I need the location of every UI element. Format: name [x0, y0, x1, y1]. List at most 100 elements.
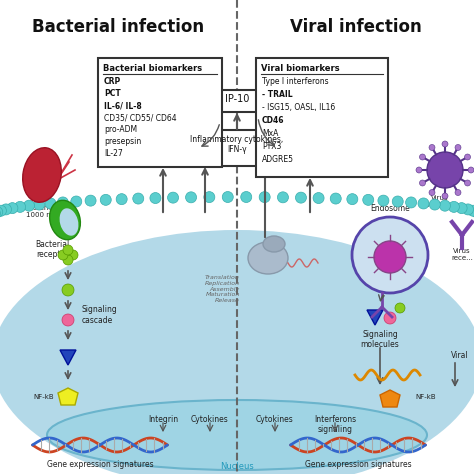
Circle shape [467, 205, 474, 216]
Text: ADGRE5: ADGRE5 [262, 155, 294, 164]
Circle shape [62, 284, 74, 296]
Circle shape [0, 207, 3, 218]
Text: Bacterial
receptor: Bacterial receptor [35, 240, 69, 259]
Text: Gene expression signatures: Gene expression signatures [305, 460, 411, 469]
Circle shape [330, 193, 341, 204]
Circle shape [378, 195, 389, 206]
Ellipse shape [248, 242, 288, 274]
FancyBboxPatch shape [191, 130, 285, 166]
Text: Virus
20-300 nm: Virus 20-300 nm [421, 195, 459, 208]
Text: Signaling
cascade: Signaling cascade [82, 305, 118, 325]
Text: Viral infection: Viral infection [290, 18, 422, 36]
Circle shape [455, 145, 461, 150]
Circle shape [427, 152, 463, 188]
Text: - ISG15, OASL, IL16: - ISG15, OASL, IL16 [262, 103, 335, 112]
Text: Signaling
molecules: Signaling molecules [361, 330, 400, 349]
Text: CRP: CRP [104, 77, 121, 86]
Ellipse shape [23, 148, 61, 202]
Circle shape [419, 180, 426, 186]
Text: Viral biomarkers: Viral biomarkers [261, 64, 340, 73]
Circle shape [442, 193, 448, 199]
Polygon shape [58, 388, 78, 405]
Polygon shape [367, 310, 383, 325]
Circle shape [185, 192, 197, 203]
Circle shape [241, 191, 252, 202]
Circle shape [465, 180, 471, 186]
Text: Virus
rece...: Virus rece... [451, 248, 473, 261]
Text: Viral: Viral [451, 350, 469, 359]
Circle shape [465, 154, 471, 160]
Circle shape [150, 192, 161, 203]
Circle shape [406, 197, 417, 208]
Text: PTX3: PTX3 [262, 142, 282, 151]
Text: Translation
Replication
Assembly
Maturation
Release: Translation Replication Assembly Maturat… [205, 275, 240, 303]
Circle shape [24, 200, 35, 211]
Text: Cytokines: Cytokines [256, 415, 294, 424]
Circle shape [222, 191, 233, 202]
Circle shape [429, 199, 440, 210]
Text: MxA: MxA [262, 129, 278, 138]
Circle shape [429, 190, 435, 195]
Circle shape [68, 250, 78, 260]
Text: IL-6/ IL-8: IL-6/ IL-8 [104, 101, 142, 110]
Circle shape [419, 154, 426, 160]
FancyBboxPatch shape [98, 58, 222, 167]
Ellipse shape [0, 230, 474, 474]
Text: Type I interferons: Type I interferons [262, 77, 328, 86]
Circle shape [63, 255, 73, 265]
Circle shape [62, 314, 74, 326]
Text: Endosome: Endosome [370, 204, 410, 213]
FancyBboxPatch shape [208, 90, 266, 112]
Circle shape [468, 167, 474, 173]
Circle shape [58, 250, 68, 260]
Text: Cytokines: Cytokines [191, 415, 229, 424]
Circle shape [395, 303, 405, 313]
Circle shape [352, 217, 428, 293]
Text: Gene expression signatures: Gene expression signatures [46, 460, 153, 469]
Text: Bacterium
1000 nm: Bacterium 1000 nm [24, 205, 60, 218]
Circle shape [442, 141, 448, 147]
Circle shape [384, 312, 396, 324]
Circle shape [392, 196, 403, 207]
Text: Bacterial infection: Bacterial infection [32, 18, 204, 36]
Circle shape [456, 202, 467, 214]
Circle shape [429, 145, 435, 150]
Ellipse shape [60, 208, 78, 236]
Text: Bacterial biomarkers: Bacterial biomarkers [103, 64, 202, 73]
Circle shape [259, 191, 270, 202]
Circle shape [34, 199, 45, 210]
Text: presepsin: presepsin [104, 137, 141, 146]
Polygon shape [60, 350, 76, 365]
Circle shape [7, 202, 18, 214]
Circle shape [418, 198, 429, 209]
Circle shape [313, 192, 324, 203]
Text: NF-kB: NF-kB [415, 394, 436, 400]
Text: IL-27: IL-27 [104, 149, 123, 158]
Text: Inflammatory cytokines,
IFN-γ: Inflammatory cytokines, IFN-γ [191, 135, 283, 155]
Circle shape [63, 245, 73, 255]
Text: NF-kB: NF-kB [33, 394, 54, 400]
Ellipse shape [263, 236, 285, 252]
Circle shape [0, 204, 11, 215]
Circle shape [277, 192, 289, 203]
Text: IP-10: IP-10 [225, 94, 249, 104]
Circle shape [439, 200, 450, 211]
Circle shape [347, 194, 358, 205]
Polygon shape [380, 390, 400, 407]
Text: Nucleus: Nucleus [220, 462, 254, 471]
Circle shape [374, 241, 406, 273]
Text: CD46: CD46 [262, 116, 284, 125]
Circle shape [471, 207, 474, 218]
Circle shape [167, 192, 179, 203]
Circle shape [448, 201, 459, 212]
Circle shape [463, 204, 474, 215]
Circle shape [133, 193, 144, 204]
Circle shape [455, 190, 461, 195]
Circle shape [204, 191, 215, 202]
Circle shape [100, 194, 111, 205]
Circle shape [71, 196, 82, 207]
FancyBboxPatch shape [256, 58, 388, 177]
Circle shape [45, 198, 56, 209]
Text: Interferons
signaling: Interferons signaling [314, 415, 356, 434]
Circle shape [0, 205, 7, 216]
